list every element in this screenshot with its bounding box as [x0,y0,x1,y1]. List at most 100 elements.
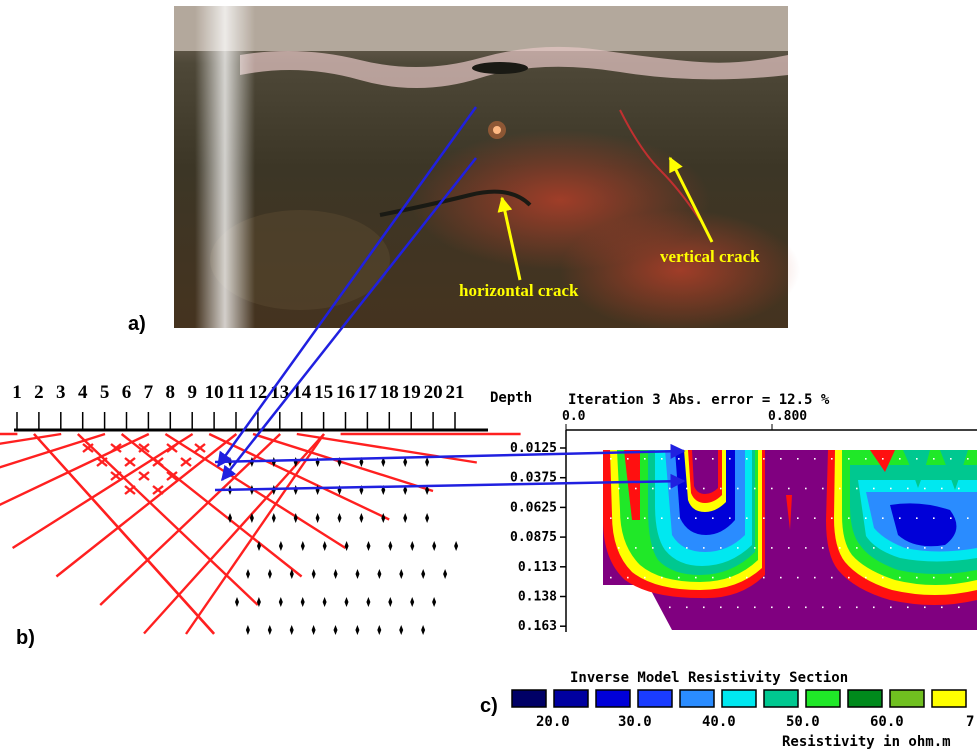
legend-values: 20.0 30.0 40.0 50.0 60.0 7 [536,714,974,730]
section-datum-point [797,458,799,460]
datum-point [454,541,459,551]
section-datum-point [848,458,850,460]
pseudo-dash [138,471,150,481]
section-datum-point [729,576,731,579]
section-datum-point [780,458,782,460]
section-datum-point [890,547,892,549]
datum-point [432,541,437,551]
section-datum-point [967,458,969,460]
pseudo-diagonal-line [0,432,150,507]
section-datum-point [746,458,748,460]
section-datum-point [805,487,807,490]
datum-point [235,597,239,607]
depth-axis-label: Depth [490,390,532,406]
section-datum-point [754,547,756,549]
datum-point [377,625,382,635]
datum-point [399,569,404,579]
right-anomaly [826,450,977,605]
section-datum-point [865,576,867,579]
resistivity-section [603,450,977,630]
datum-point [377,569,382,579]
section-datum-point [788,606,790,609]
section-datum-points [610,458,969,609]
legend-title: Inverse Model Resistivity Section [570,670,848,686]
section-datum-point [916,517,918,519]
datum-point [355,625,360,635]
section-datum-point [950,576,952,579]
legend-value: 50.0 [786,714,820,730]
section-datum-point [729,517,731,519]
datum-point [293,485,298,495]
section-datum-point [712,458,714,460]
section-datum-point [771,487,773,490]
section-datum-point [941,487,943,490]
legend-value: 20.0 [536,714,570,730]
legend-value: 60.0 [870,714,904,730]
pseudo-diagonal-line [55,433,238,578]
panel-c-label: c) [480,695,498,717]
connector-arrow [214,473,686,492]
electrode-number: 17 [358,382,378,403]
legend-swatch [763,689,799,708]
legend-swatch [511,689,547,708]
datum-point [410,597,415,607]
section-datum-point [771,547,773,549]
section-datum-point [627,517,629,519]
depth-tick-label: 0.138 [518,590,557,605]
section-datum-point [933,517,935,519]
datum-point [315,513,320,523]
section-datum-point [669,487,671,490]
section-datum-point [635,606,637,609]
section-datum-point [839,487,841,490]
section-datum-point [618,606,620,609]
legend-value: 40.0 [702,714,736,730]
section-datum-point [652,547,654,549]
datum-point [359,513,364,523]
electrode-number: 14 [292,382,312,403]
depth-tick-label: 0.0375 [510,471,557,486]
section-datum-point [890,487,892,490]
section-datum-point [873,547,875,549]
datum-point [256,597,261,607]
datum-point [300,597,305,607]
datum-point [388,541,393,551]
section-datum-point [737,487,739,490]
datum-point [337,513,342,523]
datum-point [399,625,404,635]
section-datum-point [644,458,646,460]
datum-point [425,513,430,523]
pseudo-dash [166,471,178,481]
depth-tick-label: 0.0625 [510,500,557,515]
section-datum-point [950,517,952,519]
section-datum-point [763,576,765,579]
electrode-number: 9 [187,382,197,403]
datum-point [333,569,338,579]
datum-point [425,485,430,495]
electrode-number: 12 [248,382,267,403]
section-datum-point [703,487,705,490]
section-datum-point [865,517,867,519]
section-datum-point [958,547,960,549]
pseudo-dash [82,443,94,453]
pseudo-dash [152,485,164,495]
section-datum-point [839,547,841,549]
pseudo-diagonal-line [0,432,62,445]
electrode-number: 3 [56,382,66,403]
pseudo-diagonal-line [252,432,434,493]
section-datum-point [695,517,697,519]
section-datum-point [703,547,705,549]
section-datum-point [916,576,918,579]
section-datum-point [967,517,969,519]
section-datum-point [644,576,646,579]
datum-point [421,569,426,579]
legend-swatch [553,689,589,708]
pseudo-diagonal-line [164,432,347,550]
section-datum-point [882,458,884,460]
datum-point [300,541,305,551]
section-datum-point [754,487,756,490]
depth-tick-label: 0.163 [518,619,557,634]
section-datum-point [907,487,909,490]
section-datum-point [788,547,790,549]
pseudo-dash [110,471,122,481]
